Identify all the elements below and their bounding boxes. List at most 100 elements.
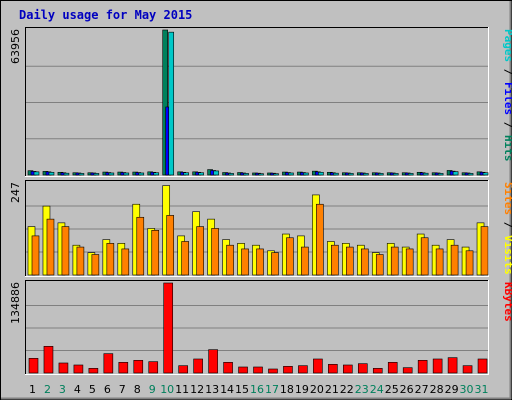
bar-pages-day-22: Pages 22: 700 [348, 173, 354, 176]
x-tick-label-day-25: 25 [385, 383, 399, 396]
bar-kbytes-day-11: KBytes 11: 11000 [178, 365, 188, 374]
x-tick-label-day-21: 21 [325, 383, 339, 396]
bar-pages-day-21: Pages 21: 800 [333, 172, 339, 176]
bar-pages-day-5: Pages 5: 700 [93, 173, 100, 176]
bar-kbytes-day-18: KBytes 18: 10000 [283, 366, 293, 374]
ymax-label-visits: 247 [9, 182, 22, 203]
bar-kbytes-day-23: KBytes 23: 14000 [357, 363, 368, 374]
bar-pages-day-20: Pages 20: 1200 [318, 171, 324, 176]
bar-pages-day-18: Pages 18: 900 [288, 172, 294, 176]
bar-sites-day-10: Sites 10: 160 [166, 215, 175, 276]
x-tick-label-day-12: 12 [190, 383, 204, 396]
bar-sites-day-22: Sites 22: 75 [346, 246, 354, 276]
x-tick-label-day-14: 14 [220, 383, 234, 396]
ymax-label-hits: 63956 [9, 29, 22, 64]
side-legend-hits: Pages / Files / Hits [502, 29, 512, 162]
x-tick-label-day-1: 1 [29, 383, 36, 396]
bar-pages-day-14: Pages 14: 700 [228, 173, 234, 176]
side-legend-part: / [502, 115, 512, 135]
bar-sites-day-17: Sites 17: 60 [271, 252, 279, 276]
bar-sites-day-25: Sites 25: 75 [390, 246, 399, 276]
side-legend-part: / [502, 62, 512, 82]
bar-kbytes-day-19: KBytes 19: 11000 [298, 365, 308, 374]
x-tick-label-day-26: 26 [400, 383, 414, 396]
x-tick-label-day-22: 22 [340, 383, 354, 396]
bar-sites-day-15: Sites 15: 70 [241, 248, 249, 276]
bar-pages-day-24: Pages 24: 700 [377, 173, 384, 176]
bar-pages-day-17: Pages 17: 600 [273, 173, 279, 176]
bar-kbytes-day-27: KBytes 27: 19000 [417, 360, 428, 374]
bar-sites-day-6: Sites 6: 85 [106, 243, 115, 276]
x-tick-label-day-16: 16 [250, 383, 264, 396]
side-legend-part: / [502, 215, 512, 235]
side-legend-part: Sites [502, 182, 512, 215]
bar-pages-day-2: Pages 2: 1200 [48, 171, 55, 176]
bar-kbytes-day-20: KBytes 20: 21000 [313, 358, 323, 374]
x-tick-label-day-6: 6 [104, 383, 111, 396]
bar-sites-day-18: Sites 18: 100 [286, 237, 294, 276]
bar-sites-day-20: Sites 20: 190 [316, 203, 324, 276]
bar-pages-day-7: Pages 7: 900 [123, 172, 130, 176]
bar-kbytes-day-25: KBytes 25: 16000 [387, 362, 398, 374]
x-tick-label-day-27: 27 [415, 383, 429, 396]
bar-pages-day-15: Pages 15: 700 [243, 173, 249, 176]
bar-pages-day-30: Pages 30: 700 [467, 173, 474, 176]
bar-kbytes-day-24: KBytes 24: 7000 [372, 368, 383, 374]
bar-pages-day-23: Pages 23: 700 [362, 173, 369, 176]
x-tick-label-day-11: 11 [175, 383, 189, 396]
side-legend-visits: Sites / Visits [502, 182, 512, 275]
bar-pages-day-10: Pages 10: 63000 [168, 31, 175, 176]
bar-sites-day-30: Sites 30: 65 [465, 250, 474, 276]
bar-kbytes-day-16: KBytes 16: 9000 [253, 366, 263, 374]
bar-pages-day-31: Pages 31: 1000 [482, 172, 489, 176]
bar-pages-day-12: Pages 12: 1000 [198, 172, 204, 176]
side-legend-part: KBytes [502, 282, 512, 322]
side-legend-kbytes: KBytes [502, 282, 512, 322]
bar-hits-day-10: Hits 10: 63956 [162, 29, 169, 176]
bar-sites-day-31: Sites 31: 130 [480, 226, 489, 276]
bar-sites-day-12: Sites 12: 130 [196, 226, 204, 276]
x-tick-label-day-24: 24 [370, 383, 384, 396]
x-axis-labels: 1 2 3 4 5 6 7 8 9 10 11 12 13 14 15 16 17 18 19 20 21 22 23 24 2… [29, 383, 489, 396]
bar-sites-day-13: Sites 13: 125 [211, 228, 219, 276]
bar-sites-day-3: Sites 3: 130 [61, 226, 70, 276]
side-legend-part: Visits [502, 235, 512, 275]
bar-sites-day-27: Sites 27: 100 [420, 237, 429, 276]
bar-pages-day-11: Pages 11: 1000 [183, 172, 189, 176]
bar-kbytes-day-12: KBytes 12: 21000 [193, 358, 203, 374]
bar-kbytes-day-10: KBytes 10: 134886 [163, 282, 174, 374]
x-tick-label-day-3: 3 [59, 383, 66, 396]
bar-kbytes-day-22: KBytes 22: 12000 [343, 364, 353, 374]
bar-pages-day-26: Pages 26: 700 [407, 173, 414, 176]
bar-kbytes-day-4: KBytes 4: 12000 [73, 364, 84, 374]
chart-panels: Hits 1: 1900Files 1: 1600Pages 1: 1400Hi… [9, 27, 512, 375]
panel-hits: Hits 1: 1900Files 1: 1600Pages 1: 1400Hi… [9, 27, 512, 177]
bar-kbytes-day-5: KBytes 5: 7000 [88, 368, 99, 374]
bar-sites-day-16: Sites 16: 70 [256, 248, 264, 276]
bar-sites-day-24: Sites 24: 55 [375, 254, 384, 276]
bar-kbytes-day-13: KBytes 13: 35000 [208, 349, 218, 374]
bar-kbytes-day-14: KBytes 14: 16000 [223, 362, 233, 374]
bar-sites-day-19: Sites 19: 75 [301, 246, 309, 276]
bar-pages-day-1: Pages 1: 1400 [33, 171, 40, 176]
ymax-label-kbytes: 134886 [9, 282, 22, 324]
x-tick-label-day-30: 30 [460, 383, 474, 396]
bar-sites-day-2: Sites 2: 150 [46, 218, 55, 276]
bar-sites-day-28: Sites 28: 70 [435, 248, 444, 276]
bar-kbytes-day-21: KBytes 21: 13000 [328, 364, 338, 374]
x-tick-label-day-17: 17 [265, 383, 279, 396]
bar-kbytes-day-8: KBytes 8: 19000 [133, 360, 144, 374]
bar-kbytes-day-2: KBytes 2: 40000 [43, 346, 54, 374]
x-tick-label-day-15: 15 [235, 383, 249, 396]
bar-sites-day-1: Sites 1: 105 [31, 235, 40, 276]
bar-sites-day-21: Sites 21: 80 [331, 244, 339, 276]
bar-pages-day-8: Pages 8: 900 [138, 172, 145, 176]
bar-pages-day-13: Pages 13: 1800 [213, 170, 219, 176]
bar-sites-day-23: Sites 23: 70 [360, 248, 369, 276]
bar-sites-day-11: Sites 11: 90 [181, 241, 189, 276]
bar-pages-day-28: Pages 28: 700 [437, 173, 444, 176]
bar-kbytes-day-26: KBytes 26: 8000 [402, 367, 413, 374]
panel-kbytes: KBytes 1: 22000 KBytes 2: 40000 KBytes 3: … [9, 280, 512, 375]
bar-pages-day-25: Pages 25: 700 [392, 173, 399, 176]
